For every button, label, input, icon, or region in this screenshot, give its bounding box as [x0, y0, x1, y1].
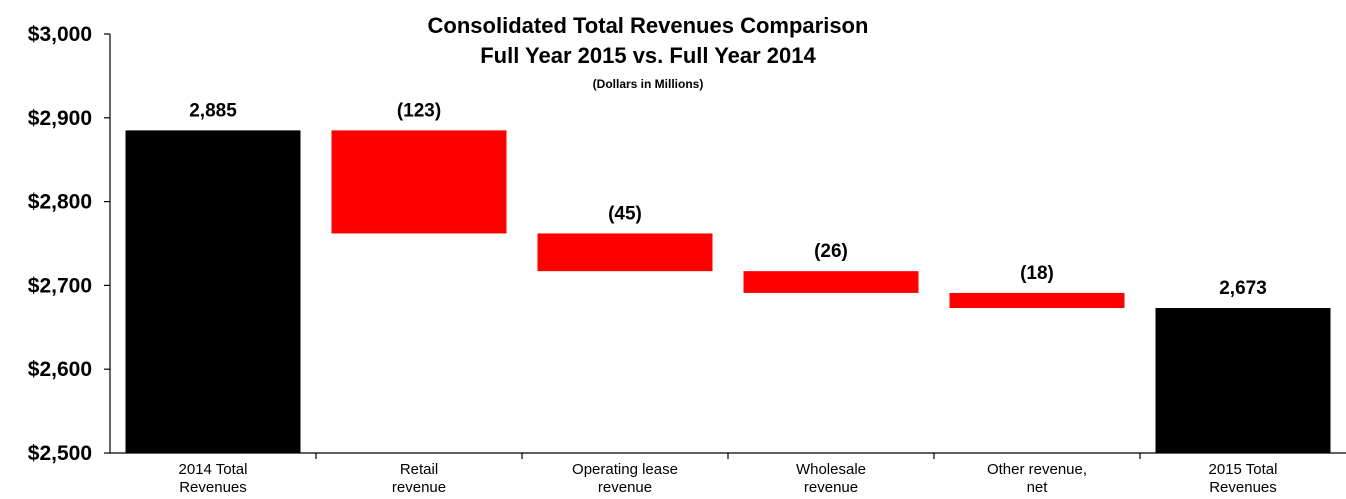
y-tick-label: $2,900: [28, 107, 92, 130]
x-tick-label: 2014 Total Revenues: [179, 461, 248, 496]
data-label: 2,885: [189, 100, 237, 121]
decrease-bar: [949, 292, 1125, 309]
x-tick-label: Wholesale revenue: [796, 461, 866, 496]
data-label: (26): [814, 241, 848, 262]
data-label: 2,673: [1219, 278, 1267, 299]
axes: $2,500 $2,600 $2,700 $2,800 $2,900 $3,000: [28, 23, 1346, 465]
data-label: (123): [397, 100, 441, 121]
decrease-bar: [331, 130, 507, 234]
chart-unit-note: (Dollars in Millions): [593, 77, 704, 91]
total-bar: [125, 130, 301, 453]
y-tick-label: $2,700: [28, 274, 92, 297]
labels-group: 2,885 2014 Total Revenues (123) Retail revenu…: [179, 100, 1278, 496]
total-bar: [1155, 308, 1331, 453]
bars-group: [125, 130, 1331, 453]
y-tick-label: $2,500: [28, 442, 92, 465]
x-tick-label: Operating lease revenue: [572, 461, 678, 496]
x-tick-label: Retail revenue: [392, 461, 446, 496]
x-tick-label: 2015 Total Revenues: [1209, 461, 1278, 496]
data-label: (45): [608, 203, 642, 224]
decrease-bar: [537, 233, 713, 272]
y-tick-label: $2,600: [28, 358, 92, 381]
chart-subtitle: Full Year 2015 vs. Full Year 2014: [480, 43, 816, 68]
y-tick-label: $2,800: [28, 191, 92, 214]
chart-title: Consolidated Total Revenues Comparison: [428, 13, 869, 38]
decrease-bar: [743, 271, 919, 293]
data-label: (18): [1020, 263, 1054, 284]
x-tick-label: Other revenue, net: [987, 461, 1087, 496]
y-tick-label: $3,000: [28, 23, 92, 46]
